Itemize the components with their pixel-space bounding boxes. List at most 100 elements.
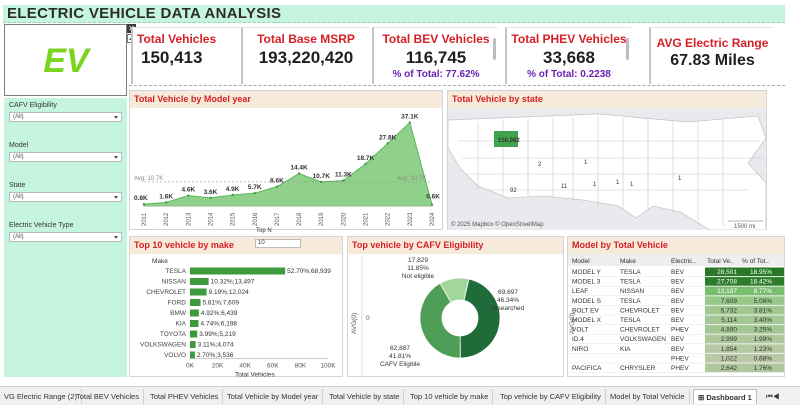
map-label: 1	[616, 180, 620, 186]
bar	[190, 330, 198, 338]
prev-tab-icon[interactable]: ◀	[772, 392, 780, 401]
table-cell: 4,890	[721, 327, 738, 334]
slice-label: CAFV Eligible	[380, 361, 420, 368]
data-label: 10.7K	[313, 173, 331, 180]
tab-model-year[interactable]: Total Vehicle by Model year	[223, 389, 324, 404]
filter-electric-vehicle-type: Electric Vehicle Type (All)	[9, 222, 122, 242]
total-cell-fill	[705, 315, 741, 325]
dashboard-icon: ⊞	[698, 393, 707, 402]
make-label: FORD	[168, 300, 187, 307]
table-header	[568, 254, 784, 266]
kpi-total-vehicles: Total Vehicles 150,413	[131, 27, 243, 84]
percent-cell-fill	[741, 315, 784, 325]
data-point	[231, 193, 234, 197]
panel-top10-make: Top 10 vehicle by make Top N 10 Make TESL…	[129, 228, 343, 377]
table-cell: 5.06%	[754, 298, 773, 305]
data-point	[275, 185, 279, 188]
tab-model-total[interactable]: Model by Total Vehicle	[606, 389, 690, 404]
model-year-chart[interactable]: Avg: 10.7K Avg: 10.7K 0.8K 2011 1.6K 2012 4.6K…	[130, 108, 442, 230]
table-cell: 5,114	[721, 317, 737, 324]
panel-state-map: Total Vehicle by state 150,082 92 11 2 1	[447, 90, 767, 230]
table-cell: 5,732	[721, 307, 738, 314]
percent-cell-fill	[741, 363, 784, 373]
bar	[190, 288, 207, 296]
filters-sidebar: CAFV Eligibility (All) Model (All) State…	[4, 98, 127, 377]
filter-dropdown[interactable]: (All)	[9, 192, 122, 202]
data-point	[342, 179, 345, 182]
kpi-label: Total BEV Vehicles	[382, 32, 490, 46]
slice-label: 62,887	[390, 345, 410, 352]
tab-scroll-controls[interactable]: ⏮◀	[762, 389, 783, 404]
washington-state[interactable]	[494, 131, 518, 147]
table-cell: PHEV	[671, 365, 689, 372]
table-cell: 0.68%	[754, 355, 773, 362]
bar-data-label: 3.11%;4,074	[198, 342, 234, 349]
slice-label: 11.85%	[407, 265, 429, 272]
x-tick-label: 2024	[430, 212, 436, 226]
data-point	[364, 162, 367, 166]
map-label: 1	[630, 182, 634, 188]
slice-label: 69,697	[498, 289, 518, 296]
map-label: 150,082	[498, 138, 520, 144]
y-axis-title: Make	[152, 258, 168, 265]
data-label: 3.6K	[204, 189, 218, 196]
data-point	[253, 191, 256, 195]
sheet-tab-bar: VG Electric Range (2) Total BEV Vehicles…	[0, 386, 800, 405]
x-tick-label: 40K	[239, 363, 251, 370]
top-n-input[interactable]: 10	[255, 239, 301, 248]
data-label: 0.8K	[134, 195, 148, 202]
top-n-label: Top N	[256, 228, 272, 234]
data-label: 18.7K	[357, 155, 375, 162]
table-cell: ID.4	[572, 336, 584, 343]
map-label: 2	[538, 162, 542, 168]
data-label: 1.6K	[159, 193, 173, 200]
x-tick-label: 2013	[186, 212, 192, 226]
table-cell: MODEL X	[572, 317, 602, 324]
tab-top10-make[interactable]: Top 10 vehicle by make	[406, 389, 494, 404]
x-tick-label: 2023	[408, 212, 414, 226]
percent-cell-fill	[741, 296, 784, 305]
reference-label-left: Avg: 10.7K	[134, 176, 163, 182]
kpi-value: 193,220,420	[258, 48, 354, 67]
kpi-label: Total Vehicles	[137, 32, 217, 46]
table-cell: 2,999	[721, 336, 738, 343]
make-label: TESLA	[165, 268, 186, 275]
y-axis-title: AVG(0)	[569, 313, 576, 334]
data-label: 11.3K	[335, 172, 352, 179]
first-tab-icon[interactable]: ⏮	[766, 392, 773, 401]
percent-cell-fill	[741, 267, 784, 277]
total-cell-fill	[705, 296, 741, 305]
bar	[190, 309, 199, 317]
table-cell: PACIFICA	[572, 365, 602, 372]
top10-make-chart[interactable]: Make TESLA 52.70%;68,939 NISSAN 10.32%;13,49…	[130, 254, 342, 377]
kpi-label: AVG Electric Range	[656, 36, 769, 50]
percent-cell-fill	[741, 305, 784, 315]
tab-cafv[interactable]: Top vehicle by CAFV Eligibility	[496, 389, 606, 404]
filter-dropdown[interactable]: (All)	[9, 232, 122, 242]
tab-avg-electric-range[interactable]: VG Electric Range (2)	[0, 389, 82, 404]
tab-total-bev[interactable]: Total BEV Vehicles	[72, 389, 144, 404]
map-land	[448, 113, 766, 230]
filter-dropdown[interactable]: (All)	[9, 112, 122, 122]
filter-dropdown[interactable]: (All)	[9, 152, 122, 162]
data-label: 37.1K	[401, 114, 419, 121]
x-tick-label: 2022	[386, 212, 392, 226]
table-cell: VOLT	[572, 327, 589, 334]
total-cell-fill	[705, 363, 741, 373]
x-tick-label: 100K	[320, 363, 336, 370]
table-cell: TESLA	[620, 269, 641, 276]
model-table[interactable]: AVG(0)0ModelMakeElectric..Total Ve..% of…	[568, 254, 784, 377]
x-tick-label: 2014	[208, 212, 214, 226]
data-label: 14.4K	[290, 165, 308, 172]
map-label: 92	[510, 188, 517, 194]
tab-state[interactable]: Total Vehicle by state	[325, 389, 405, 404]
scrollbar[interactable]	[626, 38, 629, 60]
scrollbar[interactable]	[493, 38, 496, 60]
x-tick-label: 0K	[186, 363, 195, 370]
tab-total-phev[interactable]: Total PHEV Vehicles	[146, 389, 224, 404]
total-cell-fill	[705, 344, 741, 353]
data-label: 8.6K	[270, 178, 284, 185]
tab-dashboard-1[interactable]: ⊞ Dashboard 1	[693, 389, 757, 404]
state-map[interactable]: 150,082 92 11 2 1 1 1 1 1 © 2025 Mapbox …	[448, 108, 766, 230]
